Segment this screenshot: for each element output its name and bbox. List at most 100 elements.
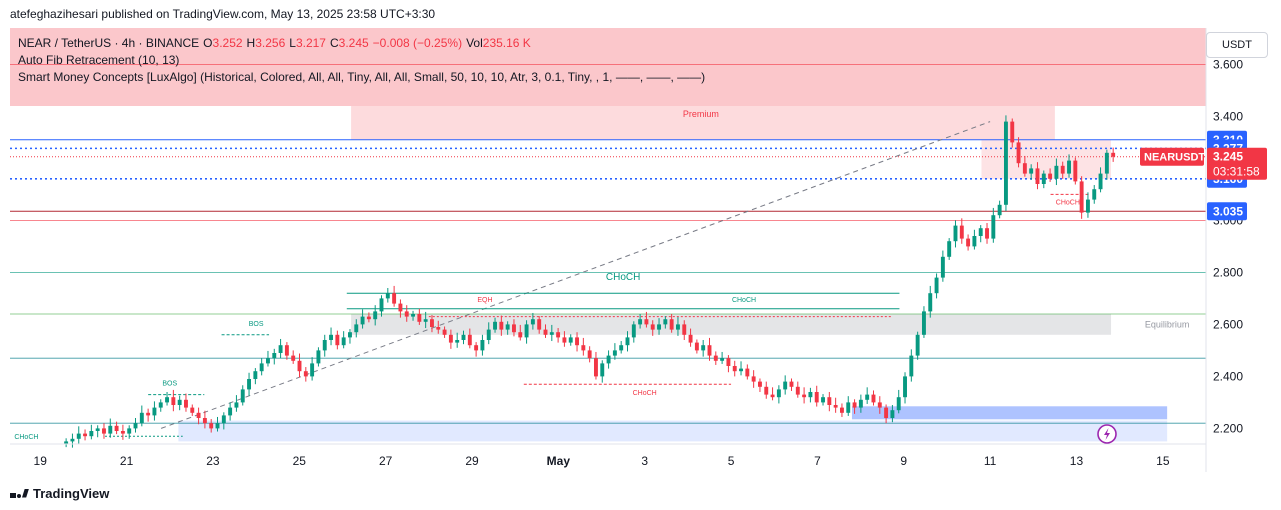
candle [184, 399, 188, 408]
candle [171, 397, 176, 405]
premium-zone [351, 106, 1055, 140]
candle [701, 345, 706, 351]
discount-zone [178, 420, 1168, 442]
candle [1092, 189, 1097, 200]
x-tick-label: 5 [728, 454, 735, 468]
candle [127, 428, 132, 434]
y-tick-label: 2.400 [1213, 369, 1243, 383]
x-tick-label: 23 [206, 454, 220, 468]
candle [64, 441, 69, 444]
candle [196, 412, 201, 418]
candle [411, 314, 415, 317]
candle [537, 319, 542, 330]
supply-block [981, 139, 1112, 179]
indicator-smc[interactable]: Smart Money Concepts [LuxAlgo] (Historic… [18, 70, 706, 84]
candle [1016, 142, 1021, 164]
candle [1029, 168, 1034, 174]
symbol-tag [1140, 147, 1204, 166]
candle [783, 381, 788, 390]
candle [934, 277, 939, 294]
candle [972, 236, 977, 247]
candle [928, 293, 933, 312]
candle [499, 321, 504, 330]
candle [278, 345, 283, 353]
candle [1079, 181, 1084, 213]
candle [190, 407, 195, 413]
time-axis: 19 21 23 25 27 29 May 3 5 7 9 11 13 15 [34, 454, 1170, 468]
currency-button[interactable]: USDT [1206, 32, 1268, 58]
candle [530, 319, 535, 325]
candle [644, 319, 649, 325]
candle [1085, 199, 1090, 213]
high-value: 3.256 [255, 36, 286, 50]
candle [366, 316, 371, 320]
indicator-fib[interactable]: Auto Fib Retracement (10, 13) [18, 53, 180, 67]
candle [650, 324, 655, 330]
chart-frame[interactable]: Premium Equilibrium CHoCH CHoCH EQH CHoCH CHoC… [0, 28, 1281, 480]
candle [562, 337, 567, 343]
close-value: 3.245 [338, 36, 369, 50]
candle [865, 394, 870, 400]
candle [947, 241, 952, 257]
candle [146, 412, 151, 416]
lightning-icon[interactable] [1097, 424, 1117, 444]
countdown-label: 03:31:58 [1213, 165, 1260, 179]
candle [909, 355, 914, 377]
x-tick-label: May [547, 454, 571, 468]
price-chart[interactable]: Premium Equilibrium CHoCH CHoCH EQH CHoCH CHoC… [0, 28, 1281, 480]
candle [726, 358, 731, 366]
candle [808, 392, 813, 398]
candle [814, 392, 819, 403]
candle [776, 389, 781, 398]
candle [978, 228, 983, 236]
candle [896, 397, 901, 411]
x-tick-label: 7 [814, 454, 821, 468]
candle [556, 332, 561, 338]
candle [348, 332, 352, 338]
candle [966, 238, 971, 247]
candle [1048, 173, 1053, 179]
x-tick-label: 13 [1070, 454, 1084, 468]
candle [1041, 173, 1046, 184]
choch-label-main: CHoCH [606, 272, 640, 283]
candle [152, 407, 157, 416]
candle [587, 350, 592, 359]
x-tick-label: 9 [900, 454, 907, 468]
open-label: O [203, 36, 213, 50]
choch-label-mid: CHoCH [732, 297, 756, 304]
candle [1073, 160, 1078, 182]
price-tags: 3.3103.2773.1603.035NEARUSDT3.24503:31:5… [1140, 130, 1267, 221]
candle [158, 402, 163, 408]
candle [360, 316, 365, 325]
equilibrium-label: Equilibrium [1145, 319, 1190, 329]
x-tick-label: 15 [1156, 454, 1170, 468]
candle [757, 381, 762, 387]
candle [1060, 165, 1065, 174]
x-tick-label: 19 [34, 454, 48, 468]
candle [1098, 173, 1103, 190]
symbol-name[interactable]: NEAR / TetherUS · 4h · BINANCE [18, 36, 200, 50]
low-value: 3.217 [295, 36, 326, 50]
candle [335, 334, 340, 346]
candle [373, 311, 378, 320]
candle [512, 324, 516, 333]
candle [76, 433, 81, 439]
open-value: 3.252 [212, 36, 243, 50]
candle [505, 324, 510, 330]
candle [871, 394, 876, 403]
footer-brand[interactable]: TradingView [10, 484, 109, 502]
candle [436, 327, 441, 330]
y-tick-label: 2.800 [1213, 265, 1243, 279]
candle [795, 386, 800, 395]
close-label: C [329, 36, 339, 50]
candle [732, 366, 737, 372]
candle [221, 415, 226, 424]
price-tag [1207, 202, 1247, 221]
candle [940, 256, 945, 278]
candle [821, 397, 825, 403]
vol-value: 235.16 K [482, 36, 531, 50]
y-tick-label: 3.600 [1213, 57, 1243, 71]
candle [877, 402, 882, 408]
candle [619, 345, 624, 351]
